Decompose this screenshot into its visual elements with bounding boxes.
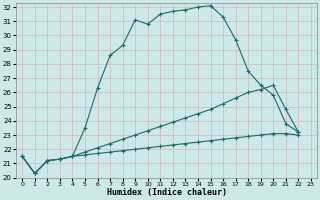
X-axis label: Humidex (Indice chaleur): Humidex (Indice chaleur) — [107, 188, 227, 197]
